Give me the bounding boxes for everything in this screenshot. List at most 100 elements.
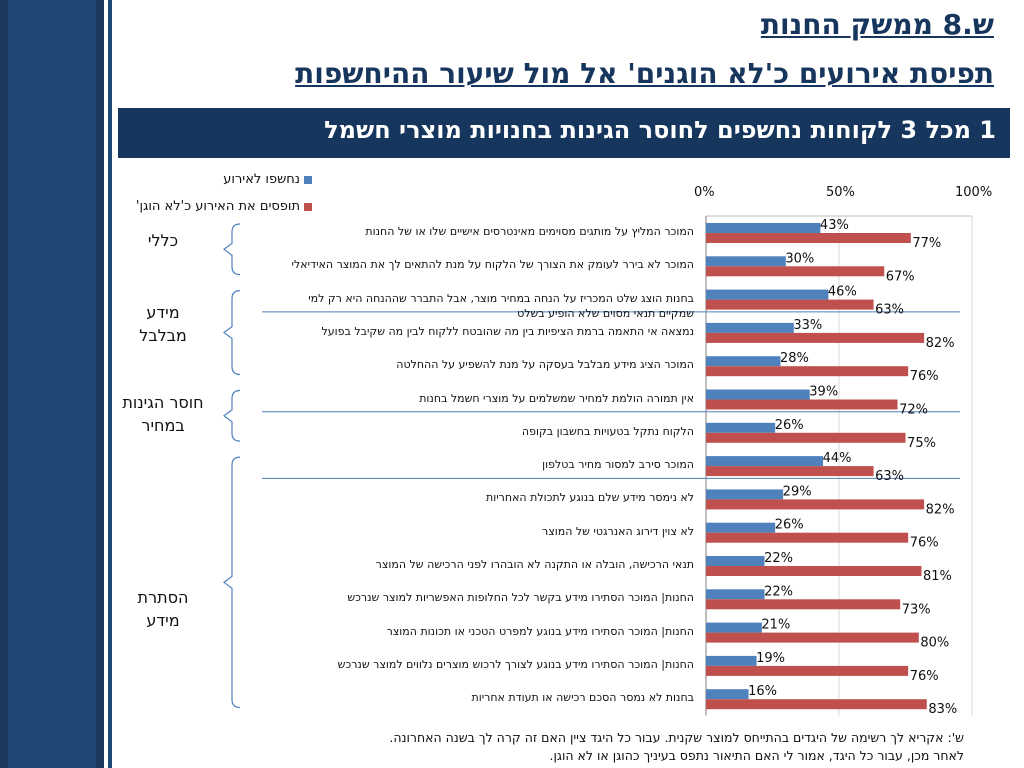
bracket-hiding-info <box>223 456 241 709</box>
category-label: הלקוח נתקל בטעויות בחשבון בקופה <box>521 424 694 438</box>
group-label-price-unfairness: חוסר הגינות במחיר <box>122 393 204 435</box>
category-label: החנות| המוכר הסתירו מידע בנוגע לצורך לרכ… <box>337 657 694 671</box>
bar-unfair <box>706 266 885 277</box>
category-label: אין תמורה הולמת למחיר שמשלמים על מוצרי ח… <box>419 391 694 405</box>
data-label-unfair: 82% <box>926 502 955 517</box>
data-label-exposed: 21% <box>761 618 790 633</box>
data-label-exposed: 16% <box>748 684 777 699</box>
slide-subtitle: תפיסת אירועים כ'לא הוגנים' אל מול שיעור … <box>295 57 994 90</box>
bar-exposed <box>706 356 781 367</box>
bar-exposed <box>706 256 786 267</box>
category-label: החנות| המוכר הסתירו מידע בקשר לכל החלופו… <box>347 591 694 605</box>
bar-exposed <box>706 389 810 400</box>
data-label-exposed: 28% <box>780 351 809 366</box>
data-label-exposed: 46% <box>828 285 857 300</box>
data-label-exposed: 29% <box>783 484 812 499</box>
data-label-unfair: 76% <box>910 536 939 551</box>
headline-banner: 1 מכל 3 לקוחות נחשפים לחוסר הגינות בחנוי… <box>118 108 1010 158</box>
data-label-unfair: 76% <box>910 669 939 684</box>
sidebar-panel <box>8 0 96 768</box>
bar-exposed <box>706 489 784 500</box>
category-label: נמצאה אי התאמה ברמת הציפיות בין מה שהובט… <box>321 324 694 338</box>
data-label-exposed: 43% <box>820 218 849 233</box>
sidebar-decoration <box>0 0 104 768</box>
bar-unfair <box>706 332 925 343</box>
data-label-unfair: 77% <box>912 236 941 251</box>
group-label-confusing-info: מידע מבלבל <box>139 303 187 345</box>
x-tick-100: 100% <box>955 185 993 200</box>
data-label-exposed: 30% <box>785 251 814 266</box>
group-label-hiding-info: הסתרת מידע <box>137 588 189 630</box>
x-tick-0: 0% <box>694 185 715 200</box>
bar-exposed <box>706 622 762 633</box>
bar-exposed <box>706 422 776 433</box>
bracket-confusing-info <box>223 290 241 376</box>
bar-unfair <box>706 233 911 243</box>
legend-item-exposed: נחשפו לאירוע <box>223 172 312 187</box>
legend-swatch-exposed <box>304 175 312 184</box>
bar-unfair <box>706 665 909 676</box>
data-label-exposed: 44% <box>823 451 852 466</box>
group-label-general: כללי <box>147 231 179 250</box>
category-label: בחנות הוצג שלט המכריז על הנחה במחיר מוצר… <box>308 291 694 320</box>
footnote-line-2: לאחר מכן, עבור כל היגד, אמור לי האם התיא… <box>549 748 964 763</box>
data-label-unfair: 83% <box>928 702 957 717</box>
bar-unfair <box>706 432 906 443</box>
data-label-unfair: 63% <box>875 303 904 318</box>
bar-exposed <box>706 322 794 333</box>
category-label: המוכר הציג מידע מבלבל בעסקה על מנת להשפי… <box>396 358 694 372</box>
bar-exposed <box>706 289 829 300</box>
category-label: המוכר לא בירר לעומק את הצורך של הלקוח על… <box>291 258 694 272</box>
category-label: המוכר המליץ על מותגים מסוימים מאינטרסים … <box>365 225 694 238</box>
data-label-unfair: 80% <box>920 636 949 651</box>
bracket-general <box>223 223 241 276</box>
data-label-exposed: 22% <box>764 584 793 599</box>
data-label-unfair: 75% <box>907 436 936 451</box>
bar-exposed <box>706 589 765 600</box>
bar-exposed <box>706 456 824 467</box>
data-label-unfair: 73% <box>902 602 931 617</box>
data-label-unfair: 81% <box>923 569 952 584</box>
sidebar-stripe <box>108 0 112 768</box>
data-label-exposed: 39% <box>809 385 838 400</box>
bar-unfair <box>706 532 909 543</box>
legend-item-unfair: תופסים את האירוע כ'לא הוגן' <box>136 199 312 214</box>
legend-label-exposed: נחשפו לאירוע <box>223 172 300 187</box>
data-label-exposed: 19% <box>756 651 785 666</box>
slide-title: ש.8 ממשק החנות <box>760 8 994 41</box>
bar-unfair <box>706 366 909 377</box>
category-label: המוכר סירב למסור מחיר בטלפון <box>542 458 694 472</box>
bracket-price-unfairness <box>223 389 241 442</box>
bar-unfair <box>706 566 922 576</box>
category-label: לא נימסר מידע שלם בנוגע לתכולת האחריות <box>485 491 694 505</box>
data-label-unfair: 76% <box>910 369 939 384</box>
bar-unfair <box>706 632 919 643</box>
bar-unfair <box>706 399 898 410</box>
data-label-exposed: 22% <box>764 551 793 566</box>
bar-exposed <box>706 522 776 533</box>
bar-exposed <box>706 689 749 700</box>
bar-unfair <box>706 499 925 510</box>
bar-exposed <box>706 223 821 233</box>
bar-unfair <box>706 299 874 310</box>
category-label: בחנות לא נמסר הסכם רכישה או תעודת אחריות <box>471 691 694 705</box>
data-label-unfair: 82% <box>926 336 955 351</box>
legend-swatch-unfair <box>304 202 312 211</box>
data-label-unfair: 63% <box>875 469 904 484</box>
data-label-exposed: 26% <box>775 418 804 433</box>
x-tick-50: 50% <box>826 185 855 200</box>
bar-unfair <box>706 599 901 610</box>
category-label: החנות| המוכר הסתירו מידע בנוגע למפרט הטכ… <box>386 624 694 638</box>
bar-unfair <box>706 466 874 477</box>
bar-unfair <box>706 699 927 710</box>
data-label-exposed: 26% <box>775 518 804 533</box>
category-label: לא צוין דירוג האנרגטי של המוצר <box>542 524 694 538</box>
footnote-line-1: ש': אקריא לך רשימה של היגדים בהתייחס למו… <box>389 730 964 745</box>
bar-exposed <box>706 556 765 566</box>
data-label-unfair: 72% <box>899 403 928 418</box>
bar-exposed <box>706 655 757 666</box>
data-label-unfair: 67% <box>886 269 915 284</box>
category-label: תנאי הרכישה, הובלה או התקנה לא הובהרו לפ… <box>375 558 694 571</box>
data-label-exposed: 33% <box>793 318 822 333</box>
